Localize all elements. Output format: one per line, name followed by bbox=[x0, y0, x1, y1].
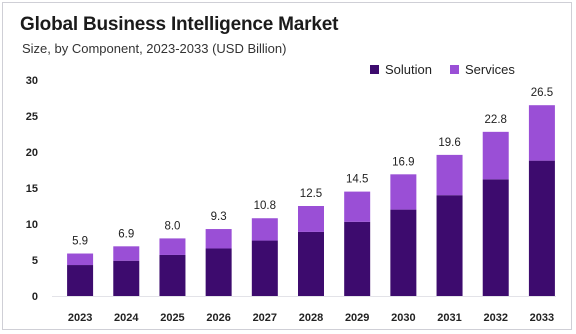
data-label-2030: 16.9 bbox=[392, 156, 414, 168]
data-label-2026: 9.3 bbox=[211, 211, 227, 223]
bar-solution-2024 bbox=[113, 260, 140, 296]
bar-solution-2031 bbox=[436, 195, 463, 296]
bar-services-2028 bbox=[298, 206, 324, 232]
x-tick-label-2023: 2023 bbox=[68, 312, 92, 324]
data-label-2031: 19.6 bbox=[438, 137, 460, 149]
y-tick-label-10: 10 bbox=[26, 219, 38, 231]
data-label-2033: 26.5 bbox=[531, 87, 553, 99]
legend-item-solution: Solution bbox=[370, 62, 432, 77]
x-tick-label-2026: 2026 bbox=[206, 312, 230, 324]
bar-solution-2033 bbox=[528, 160, 555, 296]
bar-services-2023 bbox=[67, 253, 94, 266]
x-tick-label-2032: 2032 bbox=[483, 312, 507, 324]
bar-solution-2032 bbox=[482, 179, 509, 296]
y-tick-label-30: 30 bbox=[26, 75, 38, 87]
x-tick-label-2030: 2030 bbox=[391, 312, 415, 324]
bar-services-2030 bbox=[390, 174, 417, 210]
bar-solution-2029 bbox=[344, 221, 371, 296]
chart-title: Global Business Intelligence Market bbox=[20, 14, 339, 35]
bar-services-2029 bbox=[344, 191, 371, 222]
legend-swatch-services bbox=[449, 65, 459, 74]
bar-solution-2023 bbox=[67, 265, 94, 296]
bar-services-2032 bbox=[482, 131, 509, 180]
chart-subtitle: Size, by Component, 2023-2033 (USD Billi… bbox=[22, 41, 287, 56]
bar-services-2027 bbox=[251, 218, 278, 241]
bar-solution-2025 bbox=[159, 254, 186, 296]
x-tick-label-2025: 2025 bbox=[160, 312, 184, 324]
bar-services-2031 bbox=[436, 154, 463, 196]
bar-solution-2028 bbox=[298, 231, 324, 296]
x-tick-label-2024: 2024 bbox=[114, 312, 139, 324]
bar-services-2026 bbox=[205, 229, 232, 249]
legend-swatch-solution bbox=[370, 65, 379, 74]
y-tick-label-5: 5 bbox=[32, 255, 38, 267]
legend-label-solution: Solution bbox=[385, 62, 432, 77]
y-tick-label-0: 0 bbox=[32, 291, 38, 303]
legend: Solution Services bbox=[370, 62, 515, 77]
bar-solution-2026 bbox=[205, 248, 232, 296]
y-tick-label-15: 15 bbox=[26, 183, 38, 195]
x-tick-label-2027: 2027 bbox=[253, 312, 277, 324]
data-label-2023: 5.9 bbox=[72, 236, 88, 248]
bar-services-2033 bbox=[528, 105, 555, 161]
bar-solution-2027 bbox=[251, 240, 278, 296]
bar-services-2025 bbox=[159, 238, 186, 255]
legend-label-services: Services bbox=[464, 62, 515, 77]
x-tick-label-2028: 2028 bbox=[299, 312, 323, 324]
chart-frame bbox=[2, 2, 572, 330]
data-label-2032: 22.8 bbox=[485, 114, 507, 126]
x-tick-label-2031: 2031 bbox=[437, 312, 461, 324]
y-tick-label-25: 25 bbox=[26, 111, 38, 123]
y-tick-label-20: 20 bbox=[26, 147, 38, 159]
data-label-2028: 12.5 bbox=[300, 188, 322, 200]
x-tick-label-2033: 2033 bbox=[530, 312, 554, 324]
data-label-2027: 10.8 bbox=[254, 200, 276, 212]
data-label-2025: 8.0 bbox=[164, 220, 180, 232]
bar-services-2024 bbox=[113, 246, 140, 261]
legend-item-services: Services bbox=[449, 62, 515, 77]
x-tick-label-2029: 2029 bbox=[345, 312, 369, 324]
bar-solution-2030 bbox=[390, 209, 417, 296]
data-label-2024: 6.9 bbox=[118, 228, 134, 240]
data-label-2029: 14.5 bbox=[346, 174, 368, 186]
